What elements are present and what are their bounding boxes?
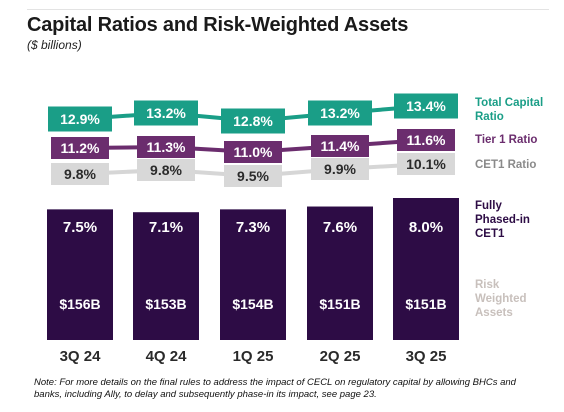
tier1-box [224, 141, 282, 163]
category-label: 2Q 25 [320, 348, 361, 365]
legend-fully-phased: Fully [475, 200, 502, 212]
legend-cet1: CET1 Ratio [475, 159, 536, 171]
rwa-label: $154B [232, 296, 273, 312]
tier1-label: 11.6% [407, 132, 446, 148]
rwa-label: $156B [59, 296, 100, 312]
category-label: 1Q 25 [233, 348, 274, 365]
total-capital-box [394, 93, 458, 119]
cet1-label: 9.9% [324, 161, 356, 177]
cet1-label: 9.8% [150, 162, 182, 178]
category-label: 3Q 24 [60, 348, 102, 365]
cet1-label: 9.8% [64, 166, 96, 182]
legend-fully-phased: Phased-in [475, 214, 530, 226]
total-capital-label: 12.9% [60, 111, 100, 127]
fully-phased-label: 7.3% [236, 219, 270, 236]
fully-phased-label: 8.0% [409, 219, 443, 236]
total-capital-label: 13.2% [320, 105, 360, 121]
cet1-box [311, 158, 369, 180]
cet1-box [51, 163, 109, 185]
top-rule [27, 9, 549, 10]
total-capital-box [308, 100, 372, 126]
tier1-box [311, 135, 369, 157]
tier1-label: 11.4% [321, 138, 360, 154]
rwa-bar [220, 209, 286, 340]
legend-fully-phased: CET1 [475, 228, 505, 240]
rwa-bar [47, 209, 113, 340]
chart-subtitle: ($ billions) [27, 38, 82, 52]
legend-total-capital: Ratio [475, 111, 504, 123]
rwa-bar [307, 206, 373, 340]
category-label: 3Q 25 [406, 348, 447, 365]
tier1-label: 11.0% [234, 144, 273, 160]
tier1-box [137, 136, 195, 158]
cet1-box [397, 153, 455, 175]
rwa-label: $151B [405, 296, 446, 312]
rwa-bar [133, 212, 199, 340]
legend-tier1: Tier 1 Ratio [475, 134, 537, 146]
total-capital-label: 13.2% [146, 105, 186, 121]
rwa-label: $153B [145, 296, 186, 312]
category-label: 4Q 24 [146, 348, 188, 365]
rwa-label: $151B [319, 296, 360, 312]
total-capital-box [221, 108, 285, 134]
legend-total-capital: Total Capital [475, 97, 543, 109]
total-capital-box [48, 106, 112, 132]
footnote: Note: For more details on the final rule… [34, 377, 516, 400]
tier1-box [51, 137, 109, 159]
fully-phased-label: 7.1% [149, 219, 183, 236]
total-capital-label: 13.4% [406, 98, 446, 114]
tier1-box [397, 129, 455, 151]
tier1-label: 11.3% [147, 139, 186, 155]
cet1-box [224, 165, 282, 187]
total-capital-label: 12.8% [233, 113, 273, 129]
total-capital-box [134, 100, 198, 126]
fully-phased-label: 7.6% [323, 219, 357, 236]
cet1-label: 9.5% [237, 168, 269, 184]
legend-rwa: Assets [475, 307, 513, 319]
cet1-box [137, 159, 195, 181]
cet1-label: 10.1% [406, 156, 446, 172]
tier1-label: 11.2% [61, 140, 100, 156]
legend-rwa: Weighted [475, 293, 527, 305]
fully-phased-label: 7.5% [63, 219, 97, 236]
legend-rwa: Risk [475, 279, 500, 291]
rwa-bar [393, 198, 459, 340]
chart-title: Capital Ratios and Risk-Weighted Assets [27, 14, 409, 36]
